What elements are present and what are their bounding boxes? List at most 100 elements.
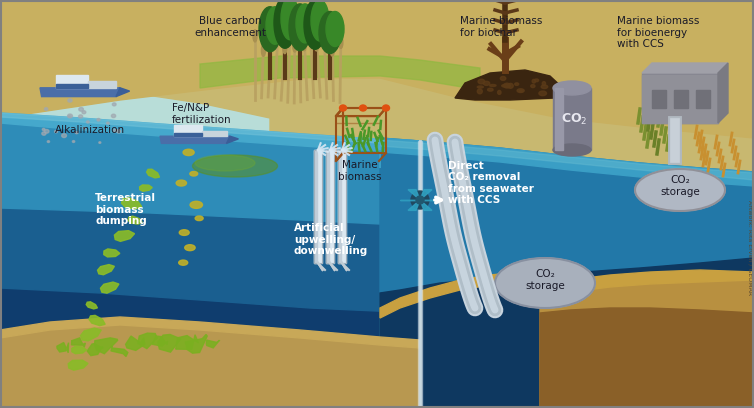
Ellipse shape <box>195 155 255 171</box>
Text: CO₂
storage: CO₂ storage <box>660 175 700 197</box>
Polygon shape <box>0 317 420 348</box>
Ellipse shape <box>114 129 117 132</box>
Polygon shape <box>380 140 754 180</box>
Bar <box>555 88 563 150</box>
Ellipse shape <box>288 31 292 42</box>
Bar <box>338 150 346 263</box>
Ellipse shape <box>314 39 318 51</box>
Ellipse shape <box>517 89 524 93</box>
Ellipse shape <box>635 169 725 211</box>
Bar <box>674 90 688 108</box>
Ellipse shape <box>330 44 334 56</box>
Bar <box>314 150 322 263</box>
Polygon shape <box>111 346 128 357</box>
Ellipse shape <box>44 108 48 110</box>
Ellipse shape <box>68 114 72 118</box>
Ellipse shape <box>322 34 326 46</box>
Polygon shape <box>94 338 118 354</box>
Ellipse shape <box>515 83 519 85</box>
Polygon shape <box>380 270 545 318</box>
Ellipse shape <box>179 260 188 265</box>
Polygon shape <box>185 335 207 353</box>
Polygon shape <box>200 56 480 90</box>
Polygon shape <box>207 340 219 348</box>
Ellipse shape <box>308 26 312 38</box>
Polygon shape <box>0 113 420 145</box>
Ellipse shape <box>311 0 329 41</box>
Polygon shape <box>40 88 120 97</box>
Ellipse shape <box>79 107 84 111</box>
Ellipse shape <box>75 131 78 134</box>
Bar <box>652 90 666 108</box>
Ellipse shape <box>253 30 257 42</box>
Ellipse shape <box>112 114 115 118</box>
Bar <box>0 22 754 31</box>
Text: Artificial
upwelling/
downwelling: Artificial upwelling/ downwelling <box>294 223 368 256</box>
Ellipse shape <box>532 80 535 83</box>
Polygon shape <box>0 323 420 408</box>
Ellipse shape <box>97 119 100 121</box>
Ellipse shape <box>553 144 591 156</box>
Ellipse shape <box>266 7 284 44</box>
Polygon shape <box>128 216 143 224</box>
Ellipse shape <box>535 79 538 82</box>
Bar <box>0 0 754 8</box>
Polygon shape <box>455 70 565 100</box>
Ellipse shape <box>488 88 493 91</box>
Polygon shape <box>56 75 88 88</box>
Ellipse shape <box>87 121 89 123</box>
Ellipse shape <box>478 79 485 84</box>
Bar <box>642 75 718 123</box>
Polygon shape <box>176 335 198 349</box>
Ellipse shape <box>48 141 50 142</box>
Polygon shape <box>202 131 226 136</box>
Polygon shape <box>642 63 728 73</box>
Ellipse shape <box>553 81 591 95</box>
Ellipse shape <box>277 21 280 33</box>
Ellipse shape <box>498 91 501 94</box>
Ellipse shape <box>274 0 296 48</box>
Ellipse shape <box>54 131 57 133</box>
Bar <box>0 0 754 138</box>
Ellipse shape <box>83 127 85 129</box>
Ellipse shape <box>82 111 86 114</box>
Ellipse shape <box>304 0 326 49</box>
Polygon shape <box>72 346 87 354</box>
Polygon shape <box>100 282 119 293</box>
Ellipse shape <box>283 42 287 53</box>
Polygon shape <box>174 133 202 136</box>
Polygon shape <box>0 208 420 313</box>
Text: Blue carbon
enhancement: Blue carbon enhancement <box>194 16 266 38</box>
Text: CO$_2$: CO$_2$ <box>561 111 587 126</box>
Ellipse shape <box>190 171 198 176</box>
Polygon shape <box>380 138 754 186</box>
Ellipse shape <box>531 84 535 88</box>
Ellipse shape <box>483 81 489 85</box>
Ellipse shape <box>382 105 390 111</box>
Ellipse shape <box>501 84 509 87</box>
Ellipse shape <box>176 180 186 186</box>
Ellipse shape <box>360 105 366 111</box>
Polygon shape <box>420 190 432 200</box>
Ellipse shape <box>319 11 341 53</box>
Polygon shape <box>0 288 420 408</box>
Bar <box>326 150 334 263</box>
Ellipse shape <box>269 30 274 42</box>
Polygon shape <box>104 249 120 257</box>
Ellipse shape <box>112 103 116 106</box>
Polygon shape <box>718 63 728 123</box>
Ellipse shape <box>541 85 547 89</box>
Ellipse shape <box>41 132 46 135</box>
Text: Marine
biomass: Marine biomass <box>339 160 382 182</box>
Ellipse shape <box>520 90 523 92</box>
Ellipse shape <box>190 201 203 208</box>
Polygon shape <box>57 342 69 353</box>
Polygon shape <box>86 302 97 309</box>
Polygon shape <box>0 113 420 153</box>
Polygon shape <box>152 336 167 346</box>
Polygon shape <box>116 88 130 97</box>
Ellipse shape <box>477 89 483 94</box>
Ellipse shape <box>293 40 297 52</box>
Polygon shape <box>126 336 145 350</box>
Text: Terrestrial
biomass
dumping: Terrestrial biomass dumping <box>95 193 156 226</box>
